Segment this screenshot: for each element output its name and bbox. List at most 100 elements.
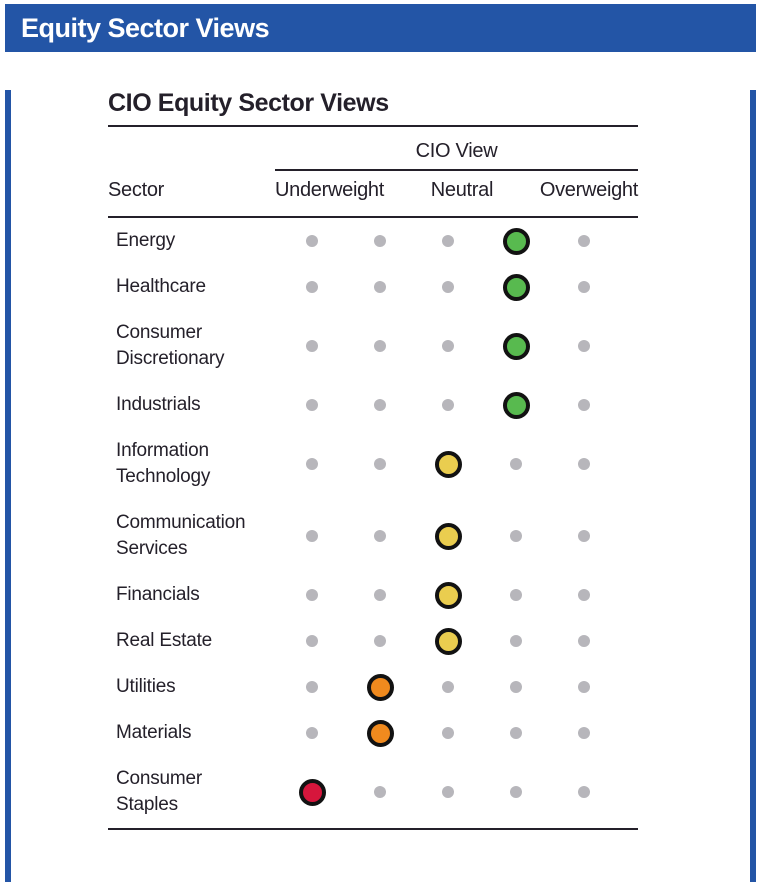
inactive-dot <box>374 235 386 247</box>
inactive-dot <box>578 681 590 693</box>
sector-label: Communication Services <box>116 512 246 559</box>
inactive-dot <box>510 681 522 693</box>
view-cell <box>278 274 346 300</box>
sector-label: Energy <box>116 230 176 251</box>
inactive-dot <box>578 530 590 542</box>
view-cell <box>550 582 618 608</box>
view-cell <box>346 392 414 418</box>
view-cell <box>414 581 482 609</box>
inactive-dot <box>510 786 522 798</box>
inactive-dot <box>578 399 590 411</box>
view-cell <box>550 451 618 477</box>
view-cell <box>346 451 414 477</box>
sector-rows: Energy Healthcare Consumer Discretionary In… <box>108 218 638 828</box>
table-row: Energy <box>108 218 638 264</box>
view-cell <box>346 779 414 805</box>
view-cell <box>482 582 550 608</box>
view-cell <box>278 628 346 654</box>
selected-view-dot <box>434 627 462 655</box>
view-cell <box>550 392 618 418</box>
view-cell <box>346 582 414 608</box>
view-cell <box>550 779 618 805</box>
view-scale <box>278 581 618 609</box>
sector-label: Consumer Discretionary <box>116 322 225 369</box>
inactive-dot <box>374 399 386 411</box>
inactive-dot <box>374 530 386 542</box>
inactive-dot <box>374 281 386 293</box>
view-scale <box>278 391 618 419</box>
inactive-dot <box>306 399 318 411</box>
inactive-dot <box>306 635 318 647</box>
view-scale <box>278 778 618 806</box>
inactive-dot <box>306 727 318 739</box>
header-rule <box>108 216 638 218</box>
inactive-dot <box>306 281 318 293</box>
view-cell <box>346 228 414 254</box>
view-cell <box>482 332 550 360</box>
view-cell <box>278 333 346 359</box>
selected-view-dot <box>366 719 394 747</box>
sector-label: Real Estate <box>116 630 213 651</box>
inactive-dot <box>510 458 522 470</box>
view-cell <box>278 720 346 746</box>
selected-view-dot <box>502 273 530 301</box>
table-row: Materials <box>108 710 638 756</box>
view-cell <box>414 522 482 550</box>
view-cell <box>346 274 414 300</box>
table-row: Industrials <box>108 382 638 428</box>
column-header-neutral: Neutral <box>430 179 494 201</box>
selected-view-dot <box>502 332 530 360</box>
title-rule <box>108 125 638 127</box>
section-title: Equity Sector Views <box>21 12 270 43</box>
selected-view-dot <box>298 778 326 806</box>
view-scale <box>278 627 618 655</box>
view-cell <box>482 523 550 549</box>
view-cell <box>414 627 482 655</box>
view-scale <box>278 450 618 478</box>
view-cell <box>482 273 550 301</box>
view-cell <box>550 333 618 359</box>
view-cell <box>482 451 550 477</box>
inactive-dot <box>306 235 318 247</box>
column-header-overweight: Overweight <box>539 179 638 201</box>
view-cell <box>414 392 482 418</box>
view-cell <box>278 523 346 549</box>
inactive-dot <box>306 589 318 601</box>
view-cell <box>278 778 346 806</box>
sector-label: Information Technology <box>116 440 211 487</box>
card-body: CIO Equity Sector Views CIO View Sector … <box>5 90 756 882</box>
inactive-dot <box>578 786 590 798</box>
report-card: Equity Sector Views CIO Equity Sector Vi… <box>5 4 756 882</box>
view-scale <box>278 522 618 550</box>
inactive-dot <box>578 458 590 470</box>
view-scale <box>278 273 618 301</box>
column-header-row: Sector Underweight Neutral Overweight <box>108 171 638 216</box>
inactive-dot <box>306 681 318 693</box>
table-row: Utilities <box>108 664 638 710</box>
sector-label: Utilities <box>116 676 176 697</box>
inactive-dot <box>306 530 318 542</box>
inactive-dot <box>442 727 454 739</box>
group-header-row: CIO View <box>108 127 638 171</box>
inactive-dot <box>374 340 386 352</box>
selected-view-dot <box>434 450 462 478</box>
view-scale <box>278 719 618 747</box>
view-cell <box>482 628 550 654</box>
table-row: Consumer Staples <box>108 756 638 828</box>
sector-label: Industrials <box>116 394 201 415</box>
selected-view-dot <box>502 227 530 255</box>
view-cell <box>414 274 482 300</box>
view-cell <box>482 391 550 419</box>
inactive-dot <box>578 635 590 647</box>
view-scale <box>278 673 618 701</box>
view-cell <box>414 333 482 359</box>
inactive-dot <box>442 681 454 693</box>
bottom-rule <box>108 828 638 830</box>
sector-column-header: Sector <box>108 179 165 201</box>
inactive-dot <box>442 340 454 352</box>
view-cell <box>550 674 618 700</box>
inactive-dot <box>578 727 590 739</box>
table-row: Consumer Discretionary <box>108 310 638 382</box>
view-cell <box>346 673 414 701</box>
